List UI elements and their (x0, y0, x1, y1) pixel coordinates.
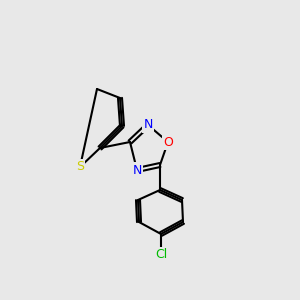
Text: N: N (132, 164, 142, 176)
Text: S: S (76, 160, 84, 173)
Text: N: N (143, 118, 153, 131)
Text: Cl: Cl (155, 248, 167, 262)
Text: O: O (163, 136, 173, 148)
